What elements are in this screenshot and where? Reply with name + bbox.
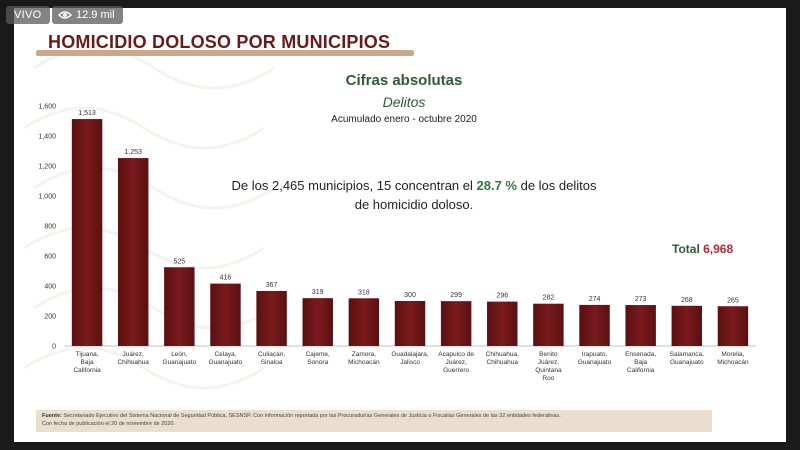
bar-value-label: 1,513 (78, 110, 96, 117)
bar (394, 301, 426, 346)
bar-chart: 0 200 400 600 800 1,000 1,200 1,400 1,600 1,513 Ti… (38, 104, 756, 382)
bar-value-label: 299 (450, 292, 462, 299)
x-category-label: Benito Juárez, Quintana Roo (535, 351, 562, 382)
x-category-label: Zamora, Michoacán (348, 351, 380, 366)
bar-value-label: 319 (312, 289, 324, 296)
total-value: 6,968 (703, 242, 734, 256)
bar (440, 301, 472, 346)
live-badge: VIVO (6, 6, 50, 24)
bar-value-label: 300 (404, 292, 416, 299)
source-date: Con fecha de publicación el 20 de noviem… (42, 421, 176, 427)
x-category-label: Salamanca, Guanajuato (670, 351, 705, 366)
bar (625, 305, 656, 346)
bar (164, 267, 195, 346)
y-tick-label: 600 (44, 254, 56, 261)
bar (487, 301, 518, 346)
title-underline (36, 50, 414, 56)
presentation-slide: HOMICIDIO DOLOSO POR MUNICIPIOS Cifras a… (14, 8, 786, 442)
bar-value-label: 274 (589, 296, 601, 303)
source-label: Fuente: (42, 413, 62, 419)
x-category-label: Guadalajara, Jalisco (391, 351, 428, 366)
bar-value-label: 273 (635, 296, 647, 303)
bar-value-label: 265 (727, 297, 739, 304)
bar (117, 158, 149, 346)
x-category-label: Cajeme, Sonora (306, 351, 330, 366)
x-category-label: León, Guanajuato (163, 351, 197, 366)
x-category-label: Juárez, Chihuahua (117, 351, 149, 366)
x-category-label: Irapuato, Guanajuato (578, 351, 612, 366)
y-tick-label: 1,000 (38, 194, 56, 201)
chart-annotation: De los 2,465 municipios, 15 concentran e… (224, 176, 604, 214)
background-ornament (23, 46, 274, 390)
x-category-label: Celaya, Guanajuato (209, 351, 243, 366)
total-summary: Total 6,968 (672, 242, 733, 256)
bar-value-label: 525 (173, 258, 185, 265)
bar-value-label: 282 (543, 295, 555, 302)
x-category-label: Acapulco de Juárez, Guerrero (438, 351, 474, 374)
y-tick-label: 200 (44, 314, 56, 321)
bar-value-label: 367 (266, 282, 278, 289)
x-category-label: Tijuana, Baja California (73, 351, 101, 374)
page-title: HOMICIDIO DOLOSO POR MUNICIPIOS (48, 32, 391, 52)
y-tick-label: 1,200 (38, 164, 56, 171)
bar-value-label: 296 (496, 293, 508, 300)
y-tick-label: 0 (52, 344, 56, 351)
bar (210, 283, 241, 346)
annotation-percentage: 28.7 % (476, 178, 517, 193)
bar (302, 298, 333, 346)
x-category-label: Culiacán, Sinaloa (258, 351, 285, 366)
bar (671, 305, 703, 346)
source-note: Fuente: Secretariado Ejecutivo del Siste… (36, 410, 712, 432)
x-category-label: Ensenada, Baja California (625, 351, 656, 374)
y-tick-label: 1,400 (38, 134, 56, 141)
bar (579, 304, 610, 346)
bar (533, 303, 564, 346)
chart-subtitle: Delitos (382, 94, 426, 110)
bar-value-label: 416 (220, 275, 232, 282)
bar (71, 119, 103, 346)
y-tick-label: 400 (44, 284, 56, 291)
eye-icon (58, 11, 72, 19)
x-category-label: Morelia, Michoacán (717, 351, 749, 366)
annotation-text-start: De los 2,465 municipios, 15 concentran e… (231, 178, 477, 193)
x-category-label: Chihuahua, Chihuahua (486, 351, 519, 366)
view-count-badge: 12.9 mil (52, 6, 123, 24)
chart-period: Acumulado enero - octubre 2020 (331, 114, 477, 125)
y-tick-label: 800 (44, 224, 56, 231)
chart-title: Cifras absolutas (345, 72, 463, 89)
bar-value-label: 268 (681, 297, 693, 304)
annotation-text-end: de los delitos de homicidio doloso. (354, 178, 597, 212)
view-count: 12.9 mil (76, 9, 115, 21)
bar (256, 290, 287, 346)
bar-value-label: 1,253 (124, 149, 142, 156)
total-label: Total (672, 242, 700, 256)
bar (348, 298, 380, 346)
source-text: Secretariado Ejecutivo del Sistema Nacio… (63, 413, 561, 419)
y-tick-label: 1,600 (38, 104, 56, 111)
bar-value-label: 318 (358, 289, 370, 296)
bar (717, 306, 749, 346)
